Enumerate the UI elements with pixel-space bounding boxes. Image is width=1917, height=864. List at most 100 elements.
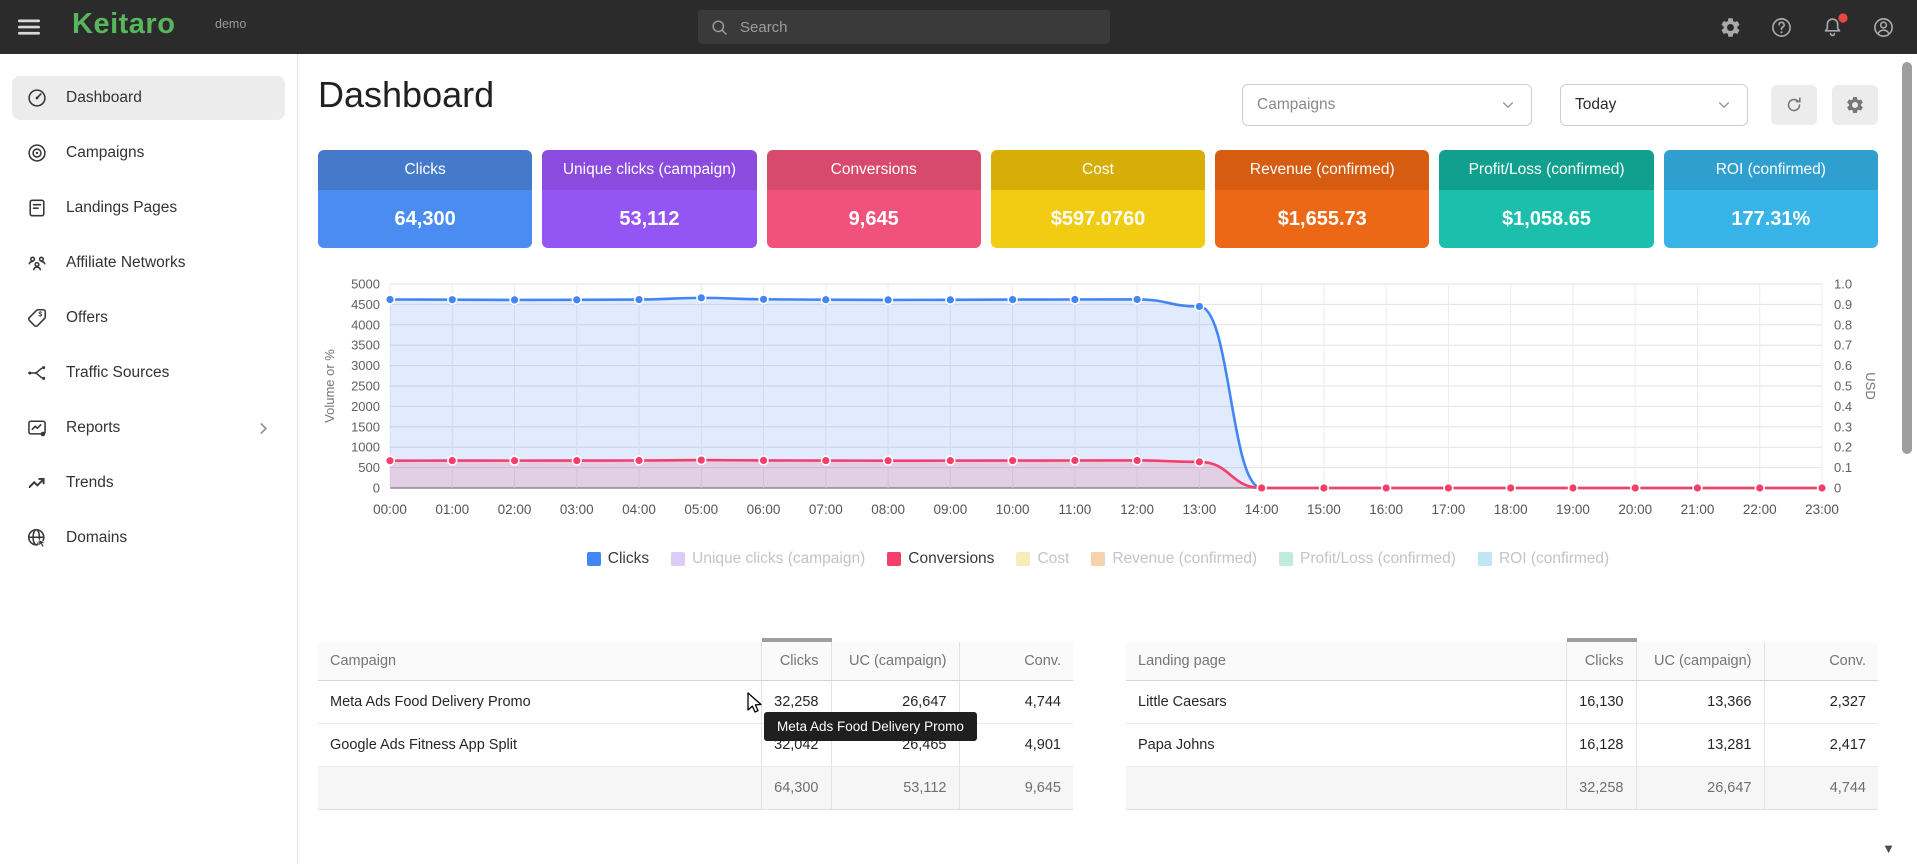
svg-text:02:00: 02:00 — [498, 502, 532, 517]
stat-card-unique-clicks-campaign-[interactable]: Unique clicks (campaign) 53,112 — [542, 150, 756, 248]
landings-table: Landing pageClicksUC (campaign)Conv.Litt… — [1126, 638, 1878, 810]
svg-text:0.3: 0.3 — [1834, 419, 1852, 434]
sidebar-item-domains[interactable]: Domains — [12, 516, 285, 560]
campaign-name-cell[interactable]: Google Ads Fitness App Split — [318, 724, 761, 767]
value-cell: 2,417 — [1764, 724, 1878, 767]
trends-icon — [26, 472, 48, 494]
sidebar-item-label: Campaigns — [66, 144, 144, 162]
legend-item-roi-confirmed-[interactable]: ROI (confirmed) — [1478, 550, 1609, 568]
svg-text:3500: 3500 — [351, 338, 380, 353]
value-cell: 2,327 — [1764, 681, 1878, 724]
table-row: Papa Johns16,12813,2812,417 — [1126, 724, 1878, 767]
legend-item-revenue-confirmed-[interactable]: Revenue (confirmed) — [1091, 550, 1257, 568]
campaigns-filter-select[interactable]: Campaigns — [1242, 84, 1532, 126]
totals-cell: 9,645 — [959, 767, 1073, 810]
legend-swatch — [887, 552, 901, 566]
stat-card-value: $1,655.73 — [1215, 190, 1429, 248]
landing-column-header[interactable]: Clicks — [1566, 640, 1636, 681]
svg-text:5000: 5000 — [351, 277, 380, 292]
svg-text:09:00: 09:00 — [933, 502, 967, 517]
sidebar-item-traffic-sources[interactable]: Traffic Sources — [12, 351, 285, 395]
svg-text:20:00: 20:00 — [1618, 502, 1652, 517]
svg-text:1000: 1000 — [351, 440, 380, 455]
stat-card-revenue-confirmed-[interactable]: Revenue (confirmed) $1,655.73 — [1215, 150, 1429, 248]
scroll-down-indicator[interactable]: ▼ — [1882, 841, 1895, 856]
legend-swatch — [1016, 552, 1030, 566]
legend-item-clicks[interactable]: Clicks — [587, 550, 649, 568]
svg-text:08:00: 08:00 — [871, 502, 905, 517]
sidebar-item-label: Reports — [66, 419, 120, 437]
stat-card-value: 53,112 — [542, 190, 756, 248]
topbar: Keitaro demo — [0, 0, 1917, 54]
traffic-chart[interactable]: 0500100015002000250030003500400045005000… — [318, 268, 1878, 538]
chevron-down-icon — [1715, 96, 1733, 114]
stat-card-label: Profit/Loss (confirmed) — [1439, 150, 1653, 190]
avatar-button[interactable] — [1872, 16, 1895, 39]
vertical-scrollbar-thumb[interactable] — [1902, 62, 1912, 454]
value-cell: 16,128 — [1566, 724, 1636, 767]
svg-text:23:00: 23:00 — [1805, 502, 1839, 517]
landing-name-cell[interactable]: Papa Johns — [1126, 724, 1566, 767]
gear-icon — [1719, 16, 1742, 39]
dashboard-icon — [26, 87, 48, 109]
date-range-select[interactable]: Today — [1560, 84, 1748, 126]
stat-card-conversions[interactable]: Conversions 9,645 — [767, 150, 981, 248]
svg-text:18:00: 18:00 — [1494, 502, 1528, 517]
campaign-column-header[interactable]: Clicks — [761, 640, 831, 681]
gear-button[interactable] — [1719, 16, 1742, 39]
app-logo[interactable]: Keitaro — [72, 8, 175, 41]
stat-card-roi-confirmed-[interactable]: ROI (confirmed) 177.31% — [1664, 150, 1878, 248]
svg-text:2500: 2500 — [351, 379, 380, 394]
totals-cell: 64,300 — [761, 767, 831, 810]
landing-column-header[interactable]: UC (campaign) — [1636, 640, 1764, 681]
search-input[interactable] — [740, 19, 1098, 36]
legend-item-cost[interactable]: Cost — [1016, 550, 1069, 568]
campaigns-filter-value: Campaigns — [1257, 96, 1335, 114]
stat-card-cost[interactable]: Cost $597.0760 — [991, 150, 1205, 248]
svg-text:19:00: 19:00 — [1556, 502, 1590, 517]
sidebar-item-campaigns[interactable]: Campaigns — [12, 131, 285, 175]
sidebar-item-reports[interactable]: Reports — [12, 406, 285, 450]
legend-label: Cost — [1037, 550, 1069, 568]
legend-label: Conversions — [908, 550, 994, 568]
table-row: Little Caesars16,13013,3662,327 — [1126, 681, 1878, 724]
legend-item-unique-clicks-campaign-[interactable]: Unique clicks (campaign) — [671, 550, 865, 568]
help-button[interactable] — [1770, 16, 1793, 39]
campaign-column-header[interactable]: Conv. — [959, 640, 1073, 681]
svg-text:22:00: 22:00 — [1743, 502, 1777, 517]
stat-card-clicks[interactable]: Clicks 64,300 — [318, 150, 532, 248]
dashboard-settings-button[interactable] — [1832, 85, 1878, 125]
campaign-name-cell[interactable]: Meta Ads Food Delivery Promo — [318, 681, 761, 724]
campaign-column-header[interactable]: UC (campaign) — [831, 640, 959, 681]
landing-column-header[interactable]: Conv. — [1764, 640, 1878, 681]
chev-right-icon — [254, 419, 273, 438]
sidebar-item-dashboard[interactable]: Dashboard — [12, 76, 285, 120]
bell-button[interactable] — [1821, 16, 1844, 39]
sidebar-item-landings-pages[interactable]: Landings Pages — [12, 186, 285, 230]
stat-card-profit-loss-confirmed-[interactable]: Profit/Loss (confirmed) $1,058.65 — [1439, 150, 1653, 248]
hamburger-menu-icon[interactable] — [16, 15, 42, 39]
landing-name-cell[interactable]: Little Caesars — [1126, 681, 1566, 724]
global-search[interactable] — [698, 10, 1110, 44]
svg-text:500: 500 — [358, 460, 380, 475]
page-title: Dashboard — [318, 74, 494, 116]
svg-text:01:00: 01:00 — [435, 502, 469, 517]
legend-item-conversions[interactable]: Conversions — [887, 550, 994, 568]
legend-item-profit-loss-confirmed-[interactable]: Profit/Loss (confirmed) — [1279, 550, 1456, 568]
svg-text:13:00: 13:00 — [1182, 502, 1216, 517]
legend-label: Unique clicks (campaign) — [692, 550, 865, 568]
refresh-button[interactable] — [1771, 85, 1817, 125]
value-cell: 13,366 — [1636, 681, 1764, 724]
sidebar-item-offers[interactable]: $ Offers — [12, 296, 285, 340]
sidebar-item-affiliate-networks[interactable]: Affiliate Networks — [12, 241, 285, 285]
svg-text:0.8: 0.8 — [1834, 317, 1852, 332]
sidebar-item-trends[interactable]: Trends — [12, 461, 285, 505]
svg-text:4500: 4500 — [351, 297, 380, 312]
value-cell: 16,130 — [1566, 681, 1636, 724]
svg-text:03:00: 03:00 — [560, 502, 594, 517]
legend-swatch — [1279, 552, 1293, 566]
svg-text:12:00: 12:00 — [1120, 502, 1154, 517]
domains-icon — [26, 527, 48, 549]
landing-column-header[interactable]: Landing page — [1126, 640, 1566, 681]
campaign-column-header[interactable]: Campaign — [318, 640, 761, 681]
